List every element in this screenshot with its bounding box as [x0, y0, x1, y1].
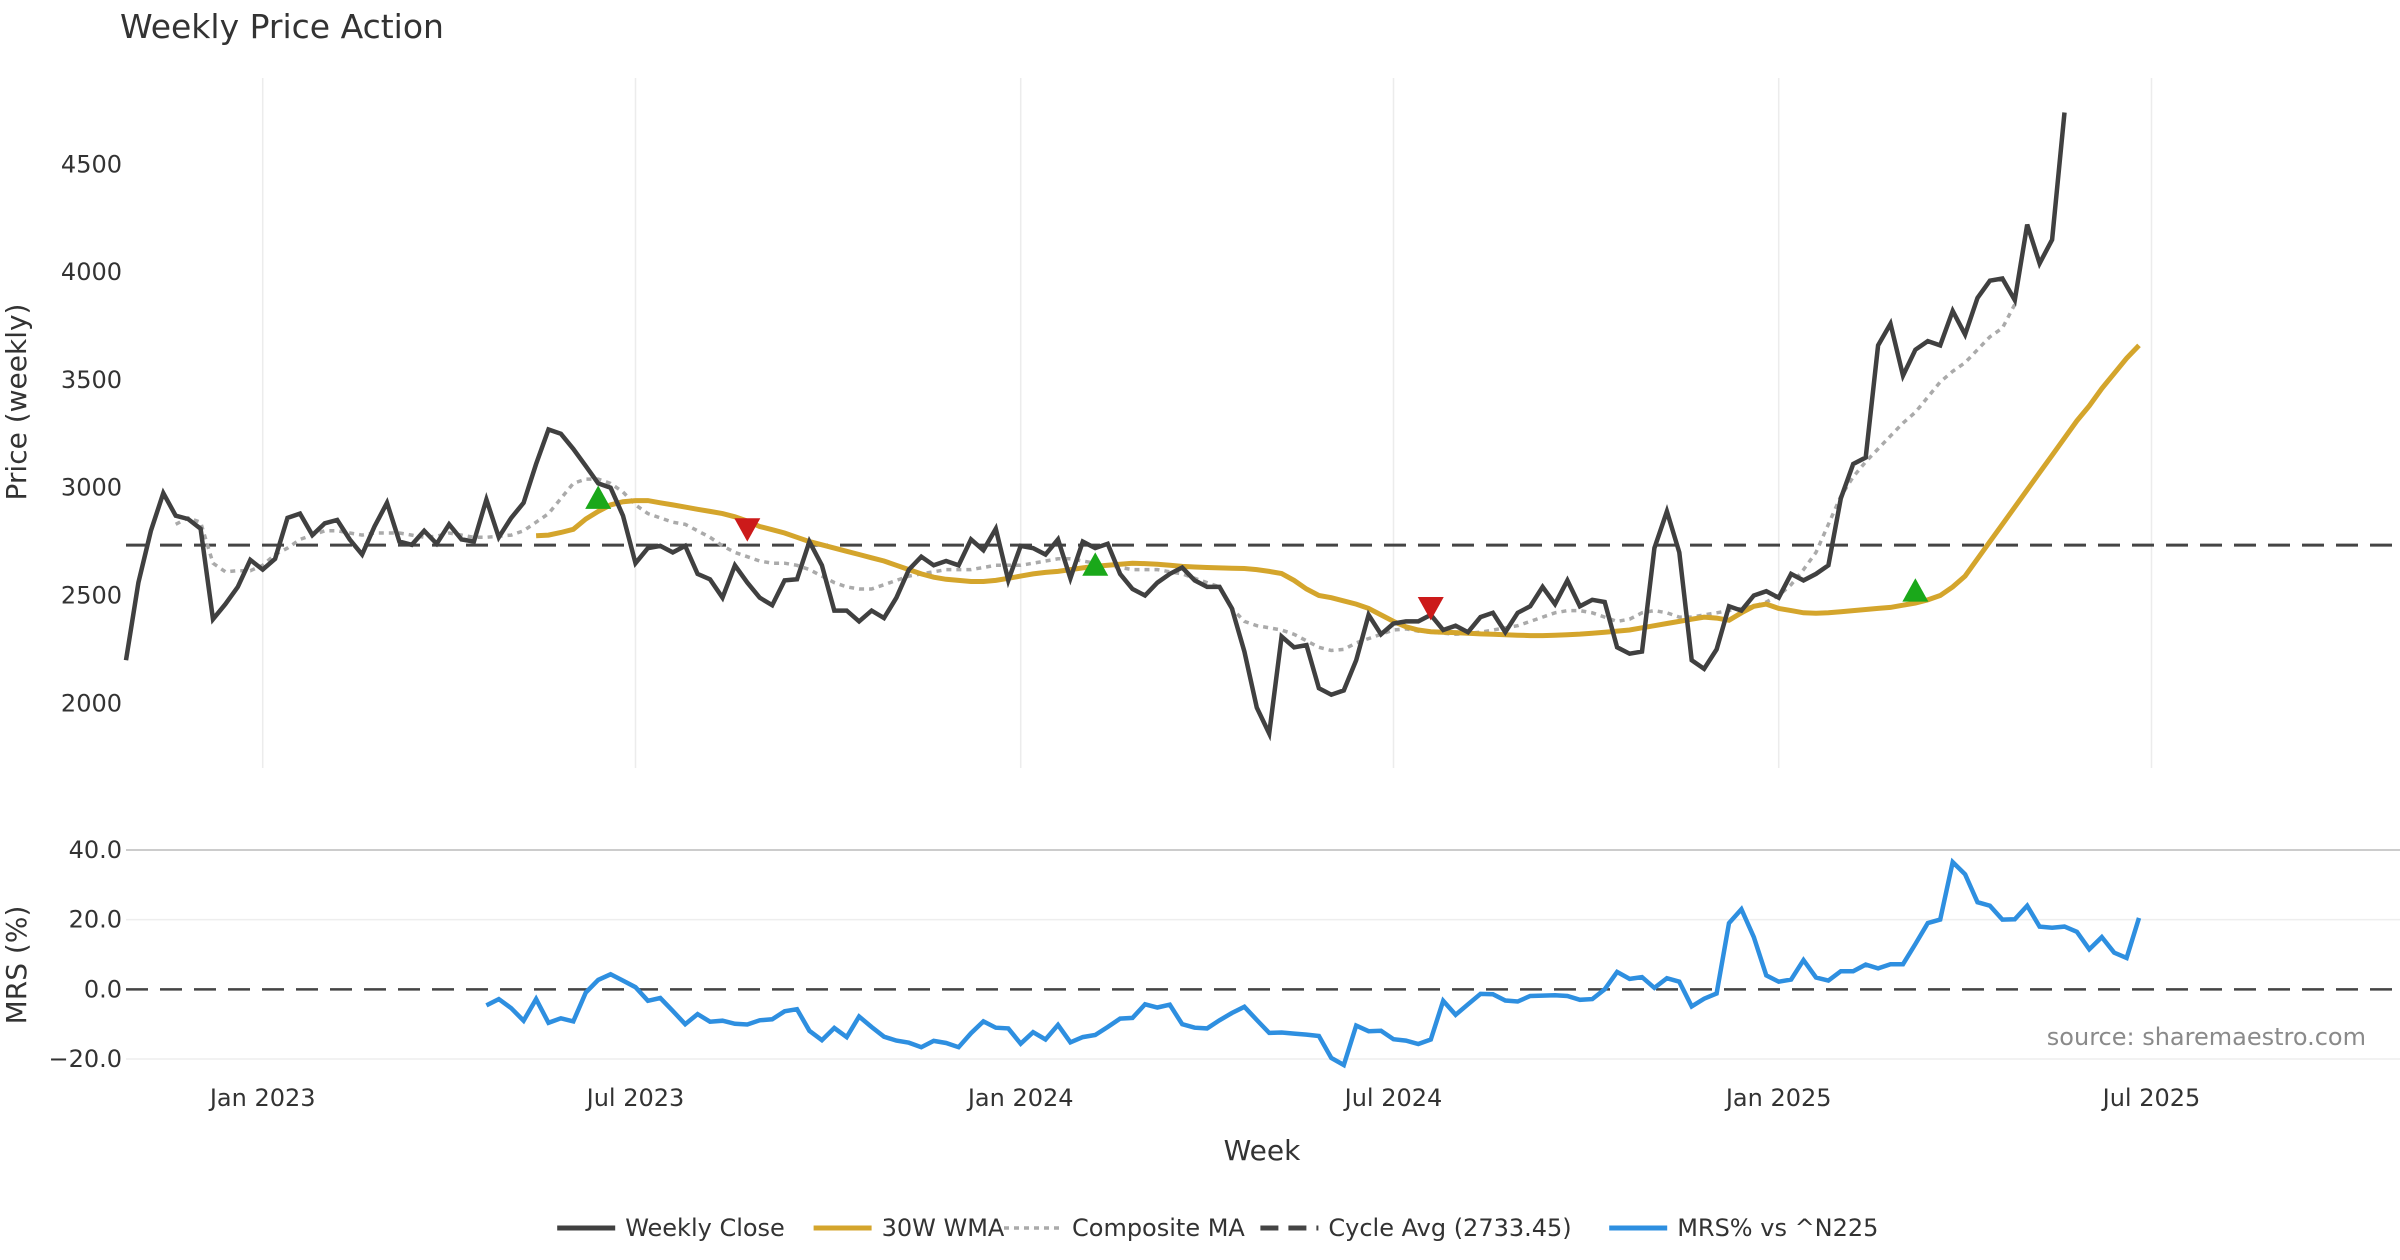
price-y-tick-label: 4500 [61, 150, 122, 178]
legend-label: 30W WMA [882, 1214, 1005, 1242]
price-y-tick-label: 4000 [61, 258, 122, 286]
mrs-y-tick-label: 20.0 [69, 906, 122, 934]
sell-signal-marker [734, 518, 761, 542]
x-tick-label: Jan 2023 [208, 1084, 316, 1112]
chart-legend: Weekly Close 30W WMA Composite MA Cycle Avg… [557, 1214, 1878, 1242]
legend-label: Composite MA [1072, 1214, 1245, 1242]
legend-label: MRS% vs ^N225 [1677, 1214, 1878, 1242]
buy-signal-marker [1902, 578, 1929, 602]
buy-signal-marker [585, 485, 612, 509]
price-y-tick-label: 2500 [61, 582, 122, 610]
chart-title: Weekly Price Action [120, 7, 444, 46]
x-tick-label: Jul 2025 [2101, 1084, 2201, 1112]
mrs-y-axis-label: MRS (%) [0, 906, 33, 1025]
buy-signal-marker [1082, 552, 1109, 576]
mrs-y-tick-label: 40.0 [69, 836, 122, 864]
mrs-line [485, 857, 2142, 1069]
mrs-y-tick-label: 0.0 [84, 975, 122, 1003]
price-y-tick-label: 3000 [61, 474, 122, 502]
x-tick-label: Jan 2024 [966, 1084, 1074, 1112]
price-y-tick-label: 3500 [61, 366, 122, 394]
legend-label: Cycle Avg (2733.45) [1328, 1214, 1571, 1242]
x-tick-label: Jan 2025 [1724, 1084, 1832, 1112]
legend-label: Weekly Close [625, 1214, 785, 1242]
mrs-y-tick-label: −20.0 [48, 1045, 122, 1073]
x-tick-label: Jul 2024 [1343, 1084, 1443, 1112]
x-tick-label: Jul 2023 [585, 1084, 685, 1112]
mrs-panel: −20.0 0.0 20.0 40.0 source: sharemaestro.co… [0, 836, 2400, 1073]
weekly-close-line [123, 112, 2067, 742]
sell-signal-marker [1417, 596, 1444, 621]
price-panel: 2000 2500 3000 3500 4000 4500 Price (weekly) [0, 78, 2400, 768]
price-y-tick-label: 2000 [61, 689, 122, 717]
x-axis-label: Week [1224, 1134, 1301, 1167]
wma-30w-line [535, 343, 2141, 639]
source-attribution: source: sharemaestro.com [2047, 1023, 2366, 1051]
price-y-axis-label: Price (weekly) [0, 304, 33, 501]
